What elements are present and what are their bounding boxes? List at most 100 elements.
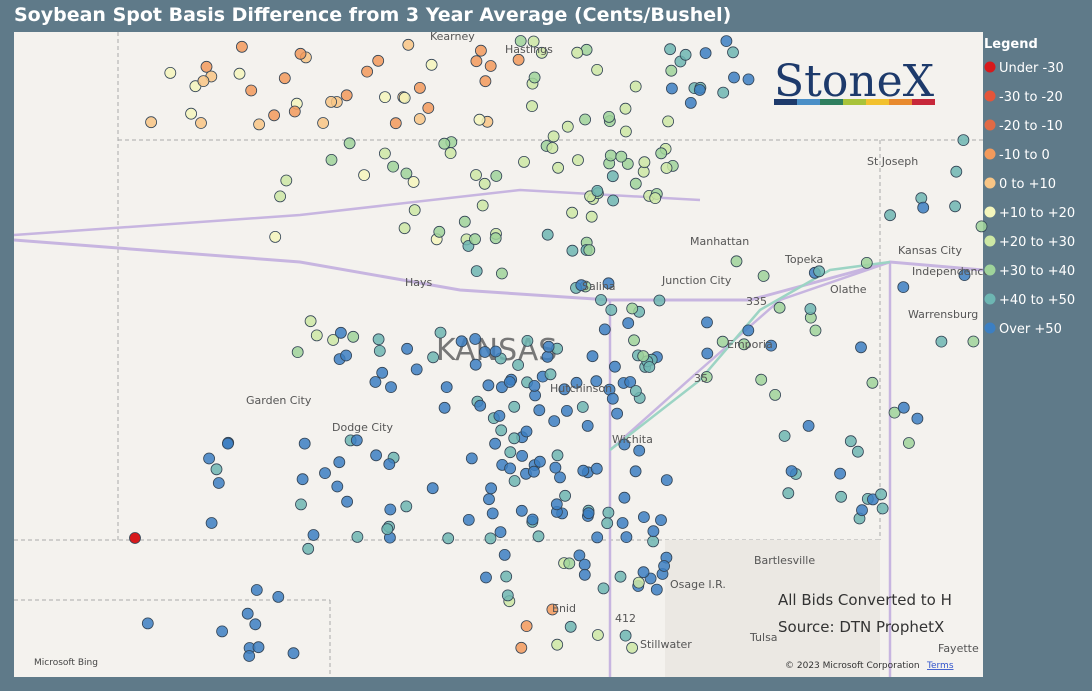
bid-location [856, 504, 868, 517]
bid-location [398, 92, 411, 104]
bid-location [911, 412, 924, 425]
logo-stripe [774, 99, 797, 105]
bid-location [638, 156, 651, 169]
bid-location [462, 514, 475, 526]
bid-location [551, 638, 564, 651]
bid-location [548, 415, 561, 428]
bid-location [343, 137, 356, 150]
bid-location [501, 589, 514, 602]
bid-location [852, 445, 864, 458]
bid-location [602, 277, 615, 290]
bid-location [629, 80, 642, 93]
bid-location [398, 222, 411, 235]
bid-location [444, 147, 457, 160]
bid-location [427, 351, 440, 364]
bid-location [490, 170, 503, 182]
bid-location [268, 109, 281, 122]
bid-location [730, 255, 743, 268]
place-label: 35 [694, 372, 708, 385]
bid-location [317, 117, 330, 129]
bid-location [288, 105, 301, 118]
bid-location [693, 84, 706, 96]
bid-location [515, 641, 528, 654]
bid-location [216, 625, 229, 638]
legend-label: +20 to +30 [999, 235, 1075, 250]
bid-location [773, 301, 786, 314]
bid-location [804, 303, 817, 315]
bid-location [591, 184, 604, 197]
bid-location [950, 165, 963, 178]
bid-location [410, 363, 423, 376]
bid-location [658, 560, 670, 572]
bid-location [253, 118, 266, 131]
bid-location [755, 373, 768, 386]
bid-location [383, 458, 396, 471]
bid-location [546, 603, 559, 616]
legend-swatch [984, 322, 996, 334]
bid-location [269, 230, 282, 243]
place-label: Hastings [505, 43, 553, 56]
bid-location [526, 100, 538, 112]
bid-location [195, 117, 207, 129]
bid-location [221, 437, 234, 450]
bid-location [296, 473, 309, 486]
bid-location [528, 465, 540, 478]
bid-location [212, 477, 225, 489]
bid-location [307, 529, 320, 541]
bid-location [325, 153, 338, 166]
place-label: 412 [615, 612, 636, 625]
bid-location [485, 482, 498, 495]
bid-location [442, 532, 455, 545]
bid-location [628, 334, 640, 347]
legend-label: 0 to +10 [999, 177, 1056, 192]
bid-location [618, 438, 631, 451]
place-label: Stillwater [640, 638, 692, 651]
bid-location [728, 71, 740, 84]
bid-location [370, 449, 383, 462]
bid-location [552, 161, 564, 174]
bid-location [249, 618, 262, 631]
legend-swatch [984, 177, 996, 189]
bid-location [141, 617, 154, 630]
place-label: Kearney [430, 30, 475, 43]
bid-location [310, 329, 323, 342]
bid-location [470, 169, 482, 181]
bid-location [400, 167, 413, 180]
bid-location [611, 407, 623, 420]
copyright: © 2023 Microsoft Corporation [785, 661, 920, 671]
bid-location [550, 498, 563, 511]
legend-label: -10 to 0 [999, 148, 1050, 163]
bid-location [591, 531, 604, 544]
bid-location [716, 335, 729, 348]
bid-location [455, 335, 468, 348]
bid-location [347, 330, 360, 343]
bid-location [145, 116, 158, 129]
bid-location [373, 344, 386, 357]
bid-location [295, 498, 307, 511]
bid-location [765, 339, 777, 352]
bid-location [604, 149, 617, 162]
bid-location [547, 130, 560, 143]
bid-location [665, 64, 678, 77]
bid-location [325, 96, 338, 108]
bid-location [287, 647, 300, 660]
bid-location [629, 465, 642, 478]
bid-location [489, 232, 502, 245]
bid-location [369, 376, 382, 388]
bid-location [559, 489, 571, 502]
bid-location [637, 566, 650, 579]
bid-location [340, 89, 353, 102]
bid-location [649, 192, 662, 205]
place-label: Junction City [661, 274, 732, 287]
bid-location [638, 511, 650, 523]
bid-location [609, 360, 621, 373]
bid-location [532, 530, 545, 543]
bid-location [241, 607, 254, 620]
bid-location [917, 201, 930, 214]
terms-link[interactable]: Terms [926, 661, 954, 671]
bid-location [425, 58, 438, 71]
bid-location [526, 513, 539, 526]
bid-location [473, 113, 486, 126]
bid-location [630, 385, 642, 397]
bid-location [769, 388, 781, 401]
